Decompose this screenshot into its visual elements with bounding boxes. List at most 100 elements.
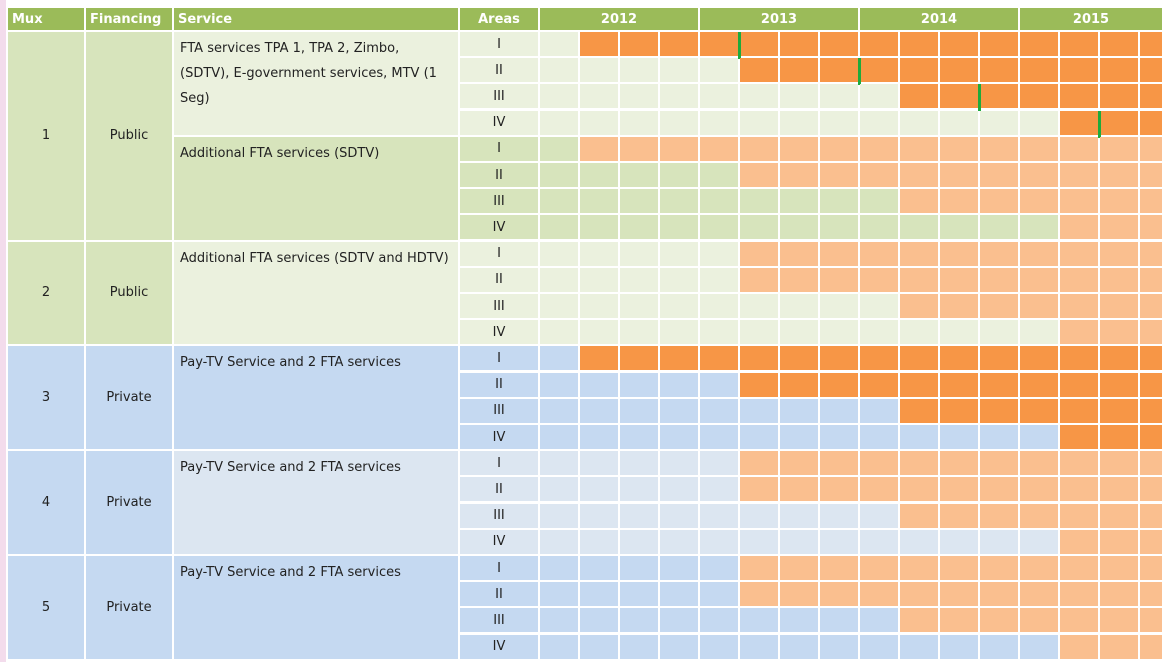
timeline-cell — [980, 608, 1018, 633]
timeline-cell — [620, 58, 658, 83]
timeline-cell — [540, 110, 578, 135]
timeline-cell — [1020, 398, 1058, 423]
timeline-cell — [1060, 320, 1098, 345]
timeline-cell — [700, 477, 738, 502]
timeline-cell — [820, 267, 858, 292]
timeline-cell — [1140, 503, 1162, 528]
timeline-cell — [980, 136, 1018, 161]
timeline-cell — [700, 634, 738, 659]
milestone-marker — [858, 58, 861, 86]
area-cell: II — [460, 58, 538, 83]
timeline-cell — [940, 58, 978, 83]
timeline-cell — [1020, 372, 1058, 397]
timeline-cell — [1060, 32, 1098, 56]
timeline-cell — [540, 32, 578, 56]
timeline-cell — [1140, 215, 1162, 240]
timeline-cell — [660, 398, 698, 423]
timeline-cell — [780, 136, 818, 161]
timeline-cell — [940, 503, 978, 528]
timeline-cell — [940, 608, 978, 633]
timeline-cell — [740, 556, 778, 580]
timeline-cell — [940, 556, 978, 580]
timeline-cell — [940, 84, 978, 109]
timeline-cell — [1060, 136, 1098, 161]
timeline-cell — [660, 556, 698, 580]
timeline-cell — [740, 84, 778, 109]
timeline-cell — [620, 346, 658, 371]
timeline-cell — [1100, 32, 1138, 56]
timeline-cell — [1020, 32, 1058, 56]
timeline-cell — [900, 110, 938, 135]
timeline-cell — [940, 320, 978, 345]
timeline-cell — [660, 267, 698, 292]
header-service: Service — [174, 8, 458, 30]
timeline-cell — [1140, 582, 1162, 607]
timeline-cell — [1020, 477, 1058, 502]
timeline-cell — [580, 84, 618, 109]
timeline-cell — [820, 372, 858, 397]
timeline-cell — [940, 346, 978, 371]
timeline-cell — [900, 398, 938, 423]
timeline-cell — [540, 477, 578, 502]
timeline-cell — [540, 608, 578, 633]
milestone-marker — [978, 84, 981, 112]
timeline-cell — [1060, 582, 1098, 607]
timeline-cell — [620, 503, 658, 528]
timeline-cell — [900, 215, 938, 240]
timeline-cell — [1060, 398, 1098, 423]
timeline-cell — [660, 608, 698, 633]
timeline-cell — [1140, 529, 1162, 554]
timeline-cell — [820, 451, 858, 476]
timeline-cell — [1020, 451, 1058, 476]
timeline-cell — [1060, 634, 1098, 659]
timeline-cell — [1060, 110, 1098, 135]
timeline-cell — [1060, 84, 1098, 109]
timeline-cell — [820, 608, 858, 633]
timeline-cell — [580, 241, 618, 266]
financing-cell: Private — [86, 346, 172, 450]
timeline-cell — [940, 163, 978, 187]
timeline-cell — [1020, 241, 1058, 266]
timeline-cell — [700, 294, 738, 318]
timeline-cell — [540, 529, 578, 554]
timeline-cell — [1140, 84, 1162, 109]
timeline-cell — [700, 372, 738, 397]
timeline-cell — [860, 529, 898, 554]
timeline-cell — [940, 215, 978, 240]
timeline-cell — [660, 634, 698, 659]
timeline-cell — [1100, 477, 1138, 502]
timeline-cell — [940, 634, 978, 659]
mux-cell: 4 — [8, 451, 84, 554]
timeline-cell — [820, 294, 858, 318]
timeline-cell — [740, 634, 778, 659]
timeline-cell — [620, 425, 658, 449]
timeline-cell — [1100, 372, 1138, 397]
timeline-cell — [860, 320, 898, 345]
timeline-cell — [1100, 503, 1138, 528]
timeline-cell — [980, 477, 1018, 502]
timeline-cell — [580, 529, 618, 554]
timeline-cell — [1140, 241, 1162, 266]
timeline-cell — [540, 294, 578, 318]
timeline-cell — [900, 189, 938, 214]
timeline-cell — [940, 241, 978, 266]
timeline-cell — [660, 110, 698, 135]
timeline-cell — [1060, 372, 1098, 397]
timeline-cell — [660, 58, 698, 83]
timeline-cell — [820, 398, 858, 423]
mux-cell: 3 — [8, 346, 84, 450]
timeline-cell — [620, 451, 658, 476]
timeline-cell — [700, 425, 738, 449]
timeline-cell — [1020, 110, 1058, 135]
timeline-cell — [1020, 608, 1058, 633]
timeline-cell — [700, 320, 738, 345]
timeline-cell — [540, 556, 578, 580]
timeline-cell — [980, 503, 1018, 528]
timeline-cell — [620, 398, 658, 423]
timeline-cell — [580, 32, 618, 56]
timeline-cell — [620, 84, 658, 109]
financing-cell: Private — [86, 451, 172, 554]
timeline-cell — [740, 58, 778, 83]
timeline-cell — [980, 294, 1018, 318]
